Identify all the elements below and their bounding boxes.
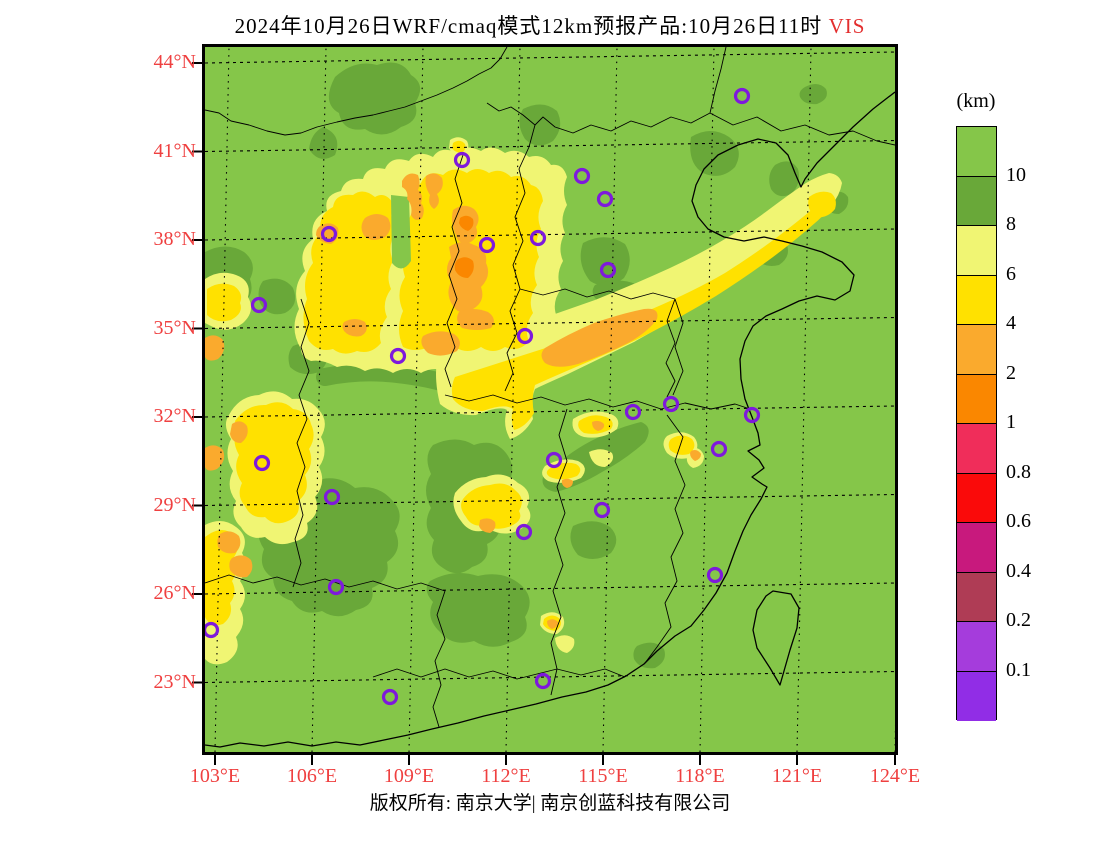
city-marker [710,440,728,458]
city-marker [573,167,591,185]
city-marker [515,523,533,541]
colorbar-cell [957,176,996,226]
city-marker [453,151,471,169]
city-marker [624,403,642,421]
lat-tick-label: 26°N [153,582,196,604]
colorbar-tick-label: 4 [1006,312,1016,334]
city-marker [516,327,534,345]
city-marker [529,229,547,247]
city-marker [593,501,611,519]
page-title: 2024年10月26日WRF/cmaq模式12km预报产品:10月26日11时 … [0,10,1100,40]
colorbar-tick-label: 0.1 [1006,658,1031,681]
title-text: 2024年10月26日WRF/cmaq模式12km预报产品:10月26日11时 [234,14,823,38]
city-marker [743,406,761,424]
title-variable-vis: VIS [828,14,866,38]
colorbar-cell [957,127,996,177]
city-marker [596,190,614,208]
lat-tick-label: 23°N [153,670,196,693]
colorbar-cell [957,325,996,375]
colorbar-cell [957,473,996,523]
colorbar-cell [957,226,996,276]
lat-tick-label: 44°N [153,51,196,73]
colorbar-cell [957,671,996,721]
colorbar-tick-label: 6 [1006,262,1016,285]
colorbar [956,126,997,721]
lon-tick-label: 103°E [189,765,241,787]
colorbar-tick-label: 8 [1006,213,1016,235]
colorbar-tick-label: 1 [1006,411,1016,433]
colorbar-cell [957,374,996,424]
lat-tick-label: 29°N [153,493,196,516]
green-gap [391,195,411,269]
city-marker [706,566,724,584]
colorbar-cell [957,424,996,474]
colorbar-unit-label: (km) [956,90,996,112]
city-marker [323,488,341,506]
lon-tick-label: 121°E [771,765,823,787]
colorbar-tick-label: 0.8 [1006,460,1031,483]
lon-tick-label: 118°E [675,765,725,787]
colorbar-tick-label: 0.6 [1006,510,1031,532]
colorbar-tick-label: 2 [1006,361,1016,384]
city-marker [662,395,680,413]
city-marker [320,225,338,243]
lat-tick-label: 32°N [153,405,196,427]
city-marker [599,261,617,279]
city-marker [381,688,399,706]
lon-tick-label: 124°E [869,765,921,787]
city-marker [545,451,563,469]
city-marker [534,672,552,690]
lon-tick-label: 115°E [578,765,628,787]
lon-tick-label: 106°E [286,765,338,787]
province-boundaries [205,47,895,728]
colorbar-tick-label: 10 [1006,163,1026,186]
city-marker [733,87,751,105]
colorbar-tick-label: 0.2 [1006,609,1031,631]
colorbar-cell [957,275,996,325]
city-marker [253,454,271,472]
lat-tick-label: 38°N [153,228,196,250]
colorbar-cell [957,622,996,672]
colorbar-cell [957,572,996,622]
lat-tick-label: 41°N [153,139,196,162]
colorbar-cell [957,523,996,573]
city-marker [389,347,407,365]
lon-tick-label: 109°E [383,765,435,787]
map-area [192,44,898,765]
colorbar-tick-label: 0.4 [1006,559,1031,582]
coastline [205,91,895,748]
map-frame [202,44,898,755]
visibility-1-2km [454,215,474,278]
lon-tick-label: 112°E [481,765,531,787]
city-marker [327,578,345,596]
city-marker [250,296,268,314]
copyright-text: 版权所有: 南京大学| 南京创蓝科技有限公司 [369,793,731,814]
lat-tick-label: 35°N [153,316,196,339]
city-marker [478,236,496,254]
